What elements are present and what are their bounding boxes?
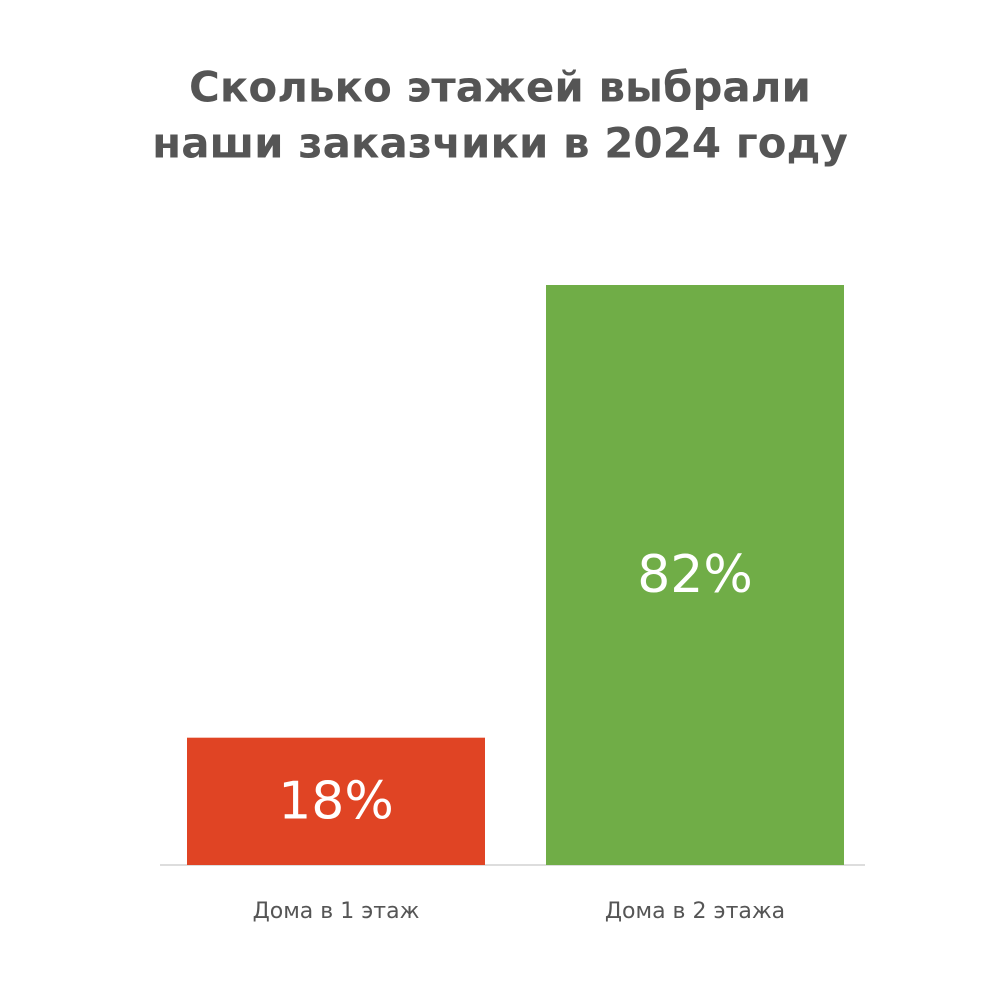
x-tick-label: Дома в 2 этажа [605,899,785,924]
bar [187,737,485,865]
x-tick-label: Дома в 1 этаж [253,899,420,924]
chart-title: наши заказчики в 2024 году [152,119,848,168]
value-label: 18% [278,771,394,831]
value-label: 82% [637,545,753,605]
bar [546,285,844,865]
chart-title: Сколько этажей выбрали [189,63,811,112]
